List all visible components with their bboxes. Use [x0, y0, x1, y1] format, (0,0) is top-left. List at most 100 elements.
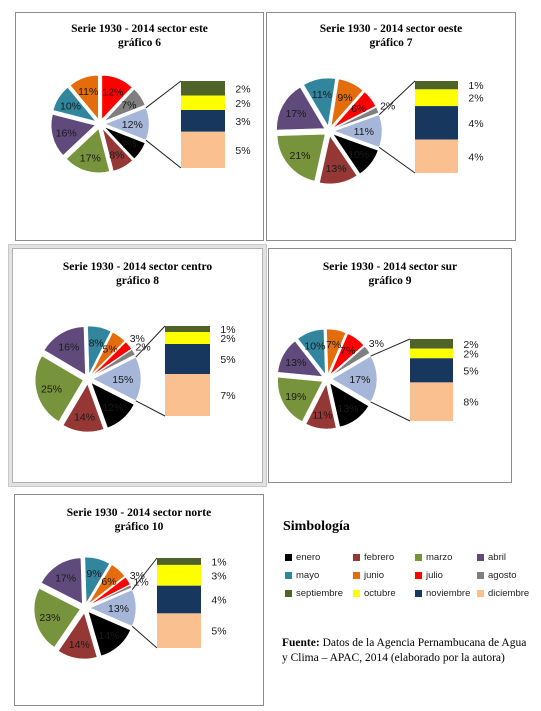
pie-slice-mayo-este	[52, 86, 97, 122]
pie-slice-febrero-norte	[57, 612, 98, 660]
bar-label-septiembre-norte: 1%	[211, 557, 226, 569]
pie-slice-enero-centro	[90, 382, 135, 429]
legend-swatch	[285, 572, 292, 579]
pie-chart-oeste: 10%13%21%17%11%9%6%2%11%1%2%4%4%	[276, 77, 484, 185]
legend-label: octubre	[364, 588, 396, 599]
data-label-pie-slice-junio-oeste: 9%	[337, 92, 352, 104]
legend-label: noviembre	[426, 588, 471, 599]
chart-title-centro: Serie 1930 - 2014 sector centro gráfico …	[13, 260, 262, 288]
bar-label-noviembre-oeste: 4%	[468, 118, 483, 130]
pie-chart-norte: 14%14%23%17% 9%6% 3%1%13%1%3%4%5%	[33, 556, 227, 660]
pie-slice-febrero-centro	[62, 383, 105, 433]
source-label: Fuente:	[282, 637, 320, 649]
data-label-pie-slice-mayo-sur: 10%	[304, 341, 325, 353]
legend-label: julio	[426, 570, 443, 581]
data-label-pie-slice-agosto-sur: 3%	[369, 338, 384, 350]
bar-segment-noviembre-oeste	[415, 106, 458, 140]
pie-slice-julio-sur	[329, 333, 365, 376]
pie-slice-agosto-norte	[89, 584, 133, 607]
pie-slice-other-centro	[92, 356, 142, 402]
connector-line-bottom	[145, 139, 182, 169]
bar-segment-diciembre-este	[181, 131, 225, 168]
pie-slice-marzo-este	[66, 128, 110, 174]
data-label-pie-slice-junio-norte: 6%	[101, 576, 116, 588]
bar-segment-octubre-oeste	[415, 89, 458, 107]
chart-panel-centro[interactable]: 12% 14% 25% 16% 8% 5% 3% 2% 15% 1% 2% 5% 7% Serie 19…	[12, 248, 263, 483]
data-label-pie-slice-febrero-norte: 14%	[69, 639, 90, 651]
data-label-pie-slice-other-centro: 15%	[112, 374, 133, 386]
bar-segment-octubre-este	[181, 95, 225, 110]
legend-swatch	[415, 572, 422, 579]
legend-label: agosto	[488, 570, 517, 581]
bar-segment-septiembre-sur	[410, 339, 453, 349]
chart-panel-sur[interactable]: 13% 11% 19% 13% 10% 7% 7% 3% 17% 2% 2% 5% 8% Serie 1…	[268, 248, 512, 483]
bar-segment-octubre-norte	[157, 564, 201, 586]
legend-swatch	[477, 572, 484, 579]
data-label-pie-slice-mayo-centro: 8%	[89, 337, 104, 349]
pie-slice-enero-sur	[329, 382, 370, 428]
data-label-pie-slice-other-este: 12%	[122, 119, 143, 131]
pie-slice-julio-este	[101, 75, 133, 121]
bar-segment-septiembre-este	[181, 81, 225, 96]
bar-segment-septiembre-norte	[157, 558, 201, 565]
pie-slice-febrero-este	[102, 128, 133, 172]
data-label-pie-slice-julio-oeste: 6%	[351, 103, 366, 115]
chart-title: Serie 1930 - 2014 sector norte	[66, 507, 212, 519]
legend-label: febrero	[364, 552, 395, 563]
data-label-pie-slice-enero-este: 7%	[121, 139, 136, 151]
data-label-pie-slice-marzo-sur: 19%	[285, 391, 306, 403]
bar-label-diciembre-este: 5%	[235, 145, 250, 157]
pie-slice-agosto-sur	[330, 345, 371, 377]
bar-label-octubre-oeste: 2%	[468, 93, 483, 105]
data-label-pie-slice-julio-este: 12%	[102, 87, 123, 99]
connector-line-bottom	[378, 146, 416, 174]
legend-label: junio	[364, 570, 385, 581]
pie-slice-febrero-oeste	[319, 135, 358, 185]
data-label-pie-slice-julio-centro: 3%	[130, 333, 145, 345]
legend-swatch	[477, 590, 484, 597]
legend: enero febrero marzo abril mayo junio julio agos…	[285, 552, 535, 604]
data-label-pie-slice-abril-este: 16%	[56, 128, 77, 140]
chart-title: Serie 1930 - 2014 sector este	[71, 23, 208, 35]
chart-panel-oeste[interactable]: 10%13%21%17%11%9%6%2%11%1%2%4%4% Serie 1…	[266, 12, 516, 241]
bar-label-septiembre-este: 2%	[235, 83, 250, 95]
pie-slice-agosto-centro	[92, 349, 136, 377]
data-label-pie-slice-marzo-centro: 25%	[41, 383, 62, 395]
connector-line-top	[135, 325, 166, 358]
chart-title: Serie 1930 - 2014 sector sur	[322, 261, 458, 273]
data-label-pie-slice-febrero-centro: 14%	[74, 412, 95, 424]
pie-slice-other-oeste	[333, 114, 383, 148]
data-label-pie-slice-mayo-norte: 9%	[86, 568, 101, 580]
data-label-pie-slice-agosto-norte: 1%	[134, 577, 149, 589]
pie-slice-enero-norte	[87, 611, 131, 657]
pie-slice-other-sur	[331, 355, 378, 403]
pie-slice-febrero-sur	[305, 383, 337, 430]
bar-segment-octubre-sur	[410, 348, 453, 359]
bar-segment-diciembre-centro	[165, 374, 210, 416]
legend-swatch	[285, 554, 292, 561]
pie-slice-junio-sur	[326, 328, 347, 375]
chart-panel-este[interactable]: 7% 8% 17% 16% 10% 11% 12% 7% 12% 2% 2% 3% 5% Serie 1…	[15, 12, 264, 241]
bar-label-noviembre-centro: 5%	[220, 354, 235, 366]
legend-label: enero	[296, 552, 321, 563]
chart-title-sur: Serie 1930 - 2014 sector sur gráfico 9	[269, 260, 511, 288]
connector-line-bottom	[135, 400, 166, 417]
bar-segment-noviembre-sur	[410, 358, 453, 383]
legend-title: Simbología	[283, 519, 350, 534]
chart-panel-norte[interactable]: 14% 14% 23% 17% 9% 6% 3% 1% 13% 1% 3% 4% 5% Serie 19…	[14, 494, 264, 706]
legend-swatch	[415, 554, 422, 561]
chart-title: Serie 1930 - 2014 sector centro	[62, 261, 213, 273]
data-label-pie-slice-marzo-este: 17%	[80, 153, 101, 165]
pie-slice-junio-oeste	[330, 78, 364, 128]
data-label-pie-slice-abril-norte: 17%	[55, 572, 76, 584]
pie-slice-mayo-norte	[84, 556, 111, 605]
data-label-pie-slice-febrero-oeste: 13%	[326, 163, 347, 175]
legend-swatch	[353, 572, 360, 579]
legend-label: mayo	[296, 570, 320, 581]
bar-segment-noviembre-este	[181, 110, 225, 132]
pie-slice-marzo-centro	[34, 355, 84, 422]
connector-line-top	[131, 557, 158, 591]
bar-label-diciembre-norte: 5%	[211, 626, 226, 638]
data-label-pie-slice-enero-oeste: 10%	[348, 149, 369, 161]
pie-slice-marzo-sur	[277, 376, 324, 422]
